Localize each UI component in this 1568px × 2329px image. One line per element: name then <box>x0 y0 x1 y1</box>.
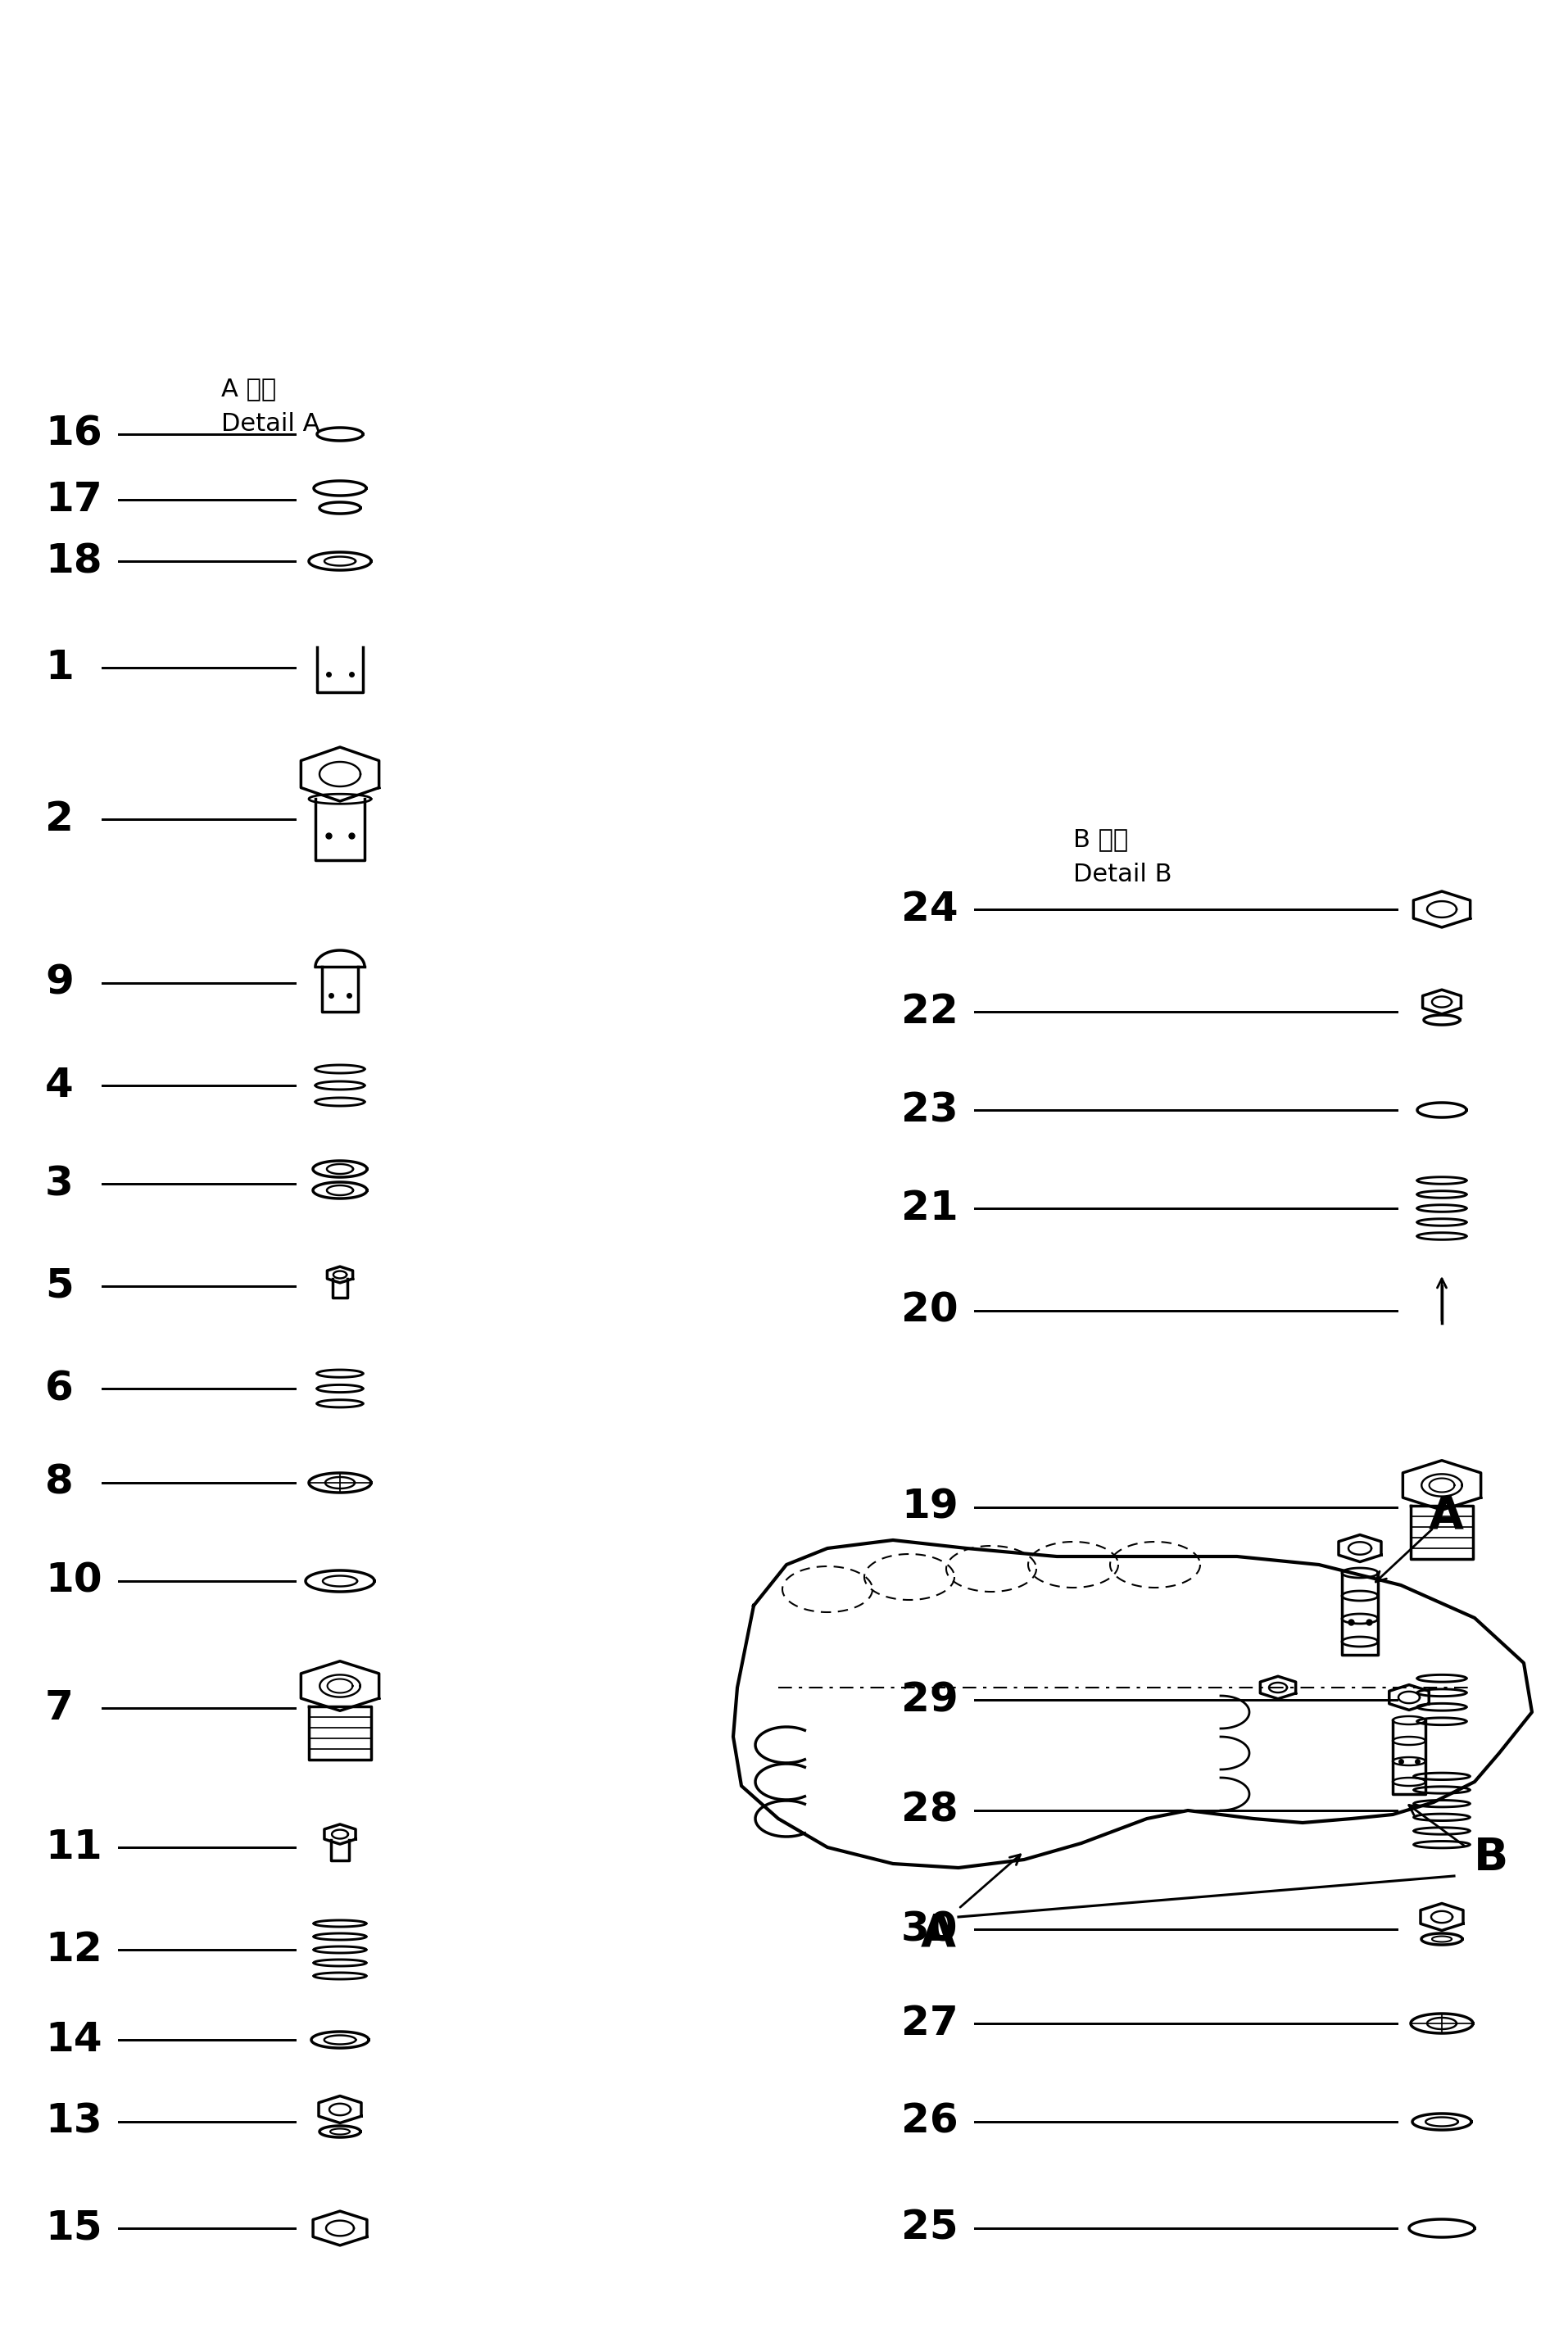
Text: 3: 3 <box>45 1164 74 1204</box>
Text: 21: 21 <box>900 1188 958 1227</box>
Text: 4: 4 <box>45 1067 74 1104</box>
Text: 14: 14 <box>45 2019 102 2059</box>
Text: A: A <box>1427 1493 1463 1537</box>
Text: 20: 20 <box>900 1290 958 1330</box>
Text: 28: 28 <box>900 1791 958 1831</box>
Text: 11: 11 <box>45 1828 102 1868</box>
Text: 8: 8 <box>45 1463 74 1502</box>
Text: 30: 30 <box>900 1910 958 1949</box>
Text: 27: 27 <box>900 2003 958 2043</box>
Text: 25: 25 <box>900 2208 958 2247</box>
Text: 10: 10 <box>45 1560 102 1600</box>
Text: 6: 6 <box>45 1369 74 1409</box>
Text: 9: 9 <box>45 964 74 1004</box>
Text: A 詳細
Detail A: A 詳細 Detail A <box>221 377 320 436</box>
Text: 23: 23 <box>900 1090 958 1130</box>
Text: 15: 15 <box>45 2208 102 2247</box>
Text: A: A <box>920 1912 955 1956</box>
Text: 18: 18 <box>45 543 102 580</box>
Text: 26: 26 <box>900 2103 958 2140</box>
Text: 13: 13 <box>45 2103 102 2140</box>
Text: 2: 2 <box>45 799 74 838</box>
Text: 5: 5 <box>45 1267 74 1307</box>
Text: 22: 22 <box>900 992 958 1032</box>
Text: B: B <box>1472 1835 1507 1880</box>
Text: 24: 24 <box>900 890 958 929</box>
Text: 29: 29 <box>900 1679 958 1719</box>
Text: 7: 7 <box>45 1689 74 1728</box>
Text: 19: 19 <box>900 1488 958 1528</box>
Text: B 詳細
Detail B: B 詳細 Detail B <box>1073 827 1171 887</box>
Text: 17: 17 <box>45 480 102 519</box>
Text: 12: 12 <box>45 1931 102 1970</box>
Text: 16: 16 <box>45 415 102 454</box>
Text: 1: 1 <box>45 647 74 687</box>
